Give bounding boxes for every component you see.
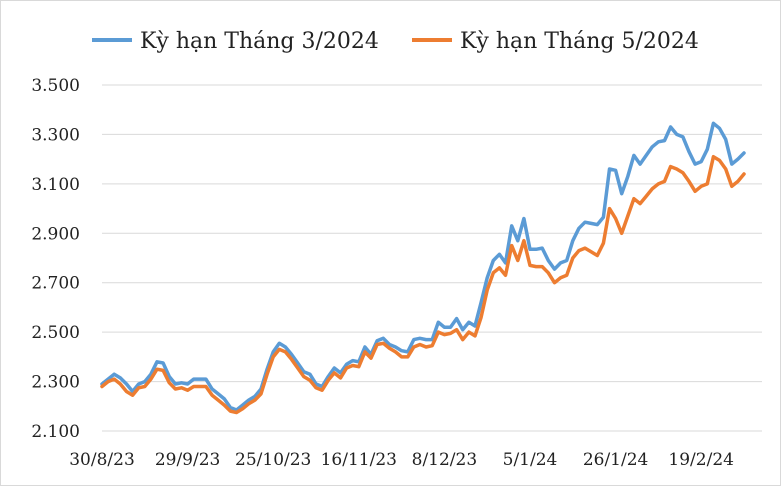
y-tick-label-6: 3.300 — [31, 125, 80, 145]
y-tick-label-2: 2.500 — [31, 323, 80, 343]
x-tick-label-2: 25/10/23 — [235, 450, 311, 470]
series-line-2 — [100, 154, 746, 415]
x-tick-label-0: 30/8/23 — [69, 450, 135, 470]
y-axis: 2.100 2.300 2.500 2.700 2.900 3.100 3.300 3.500 — [31, 76, 762, 442]
y-tick-label-1: 2.300 — [31, 373, 80, 393]
x-tick-label-5: 5/1/24 — [503, 450, 558, 470]
legend: Kỳ hạn Tháng 3/2024 Kỳ hạn Tháng 5/2024 — [92, 29, 699, 54]
series-layer — [100, 121, 746, 415]
x-tick-label-3: 16/11/23 — [321, 450, 397, 470]
x-tick-label-4: 8/12/23 — [412, 450, 478, 470]
y-tick-label-4: 2.900 — [31, 224, 80, 244]
y-tick-label-0: 2.100 — [31, 422, 80, 442]
series-line-1 — [100, 121, 746, 412]
legend-label-series-1: Kỳ hạn Tháng 3/2024 — [140, 29, 379, 54]
x-axis: 30/8/23 29/9/23 25/10/23 16/11/23 8/12/23 5/1… — [69, 450, 734, 470]
x-tick-label-1: 29/9/23 — [155, 450, 221, 470]
x-tick-label-6: 26/1/24 — [583, 450, 649, 470]
legend-label-series-2: Kỳ hạn Tháng 5/2024 — [460, 29, 699, 54]
y-tick-label-7: 3.500 — [31, 76, 80, 96]
x-tick-label-7: 19/2/24 — [668, 450, 734, 470]
y-tick-label-5: 3.100 — [31, 175, 80, 195]
y-tick-label-3: 2.700 — [31, 274, 80, 294]
